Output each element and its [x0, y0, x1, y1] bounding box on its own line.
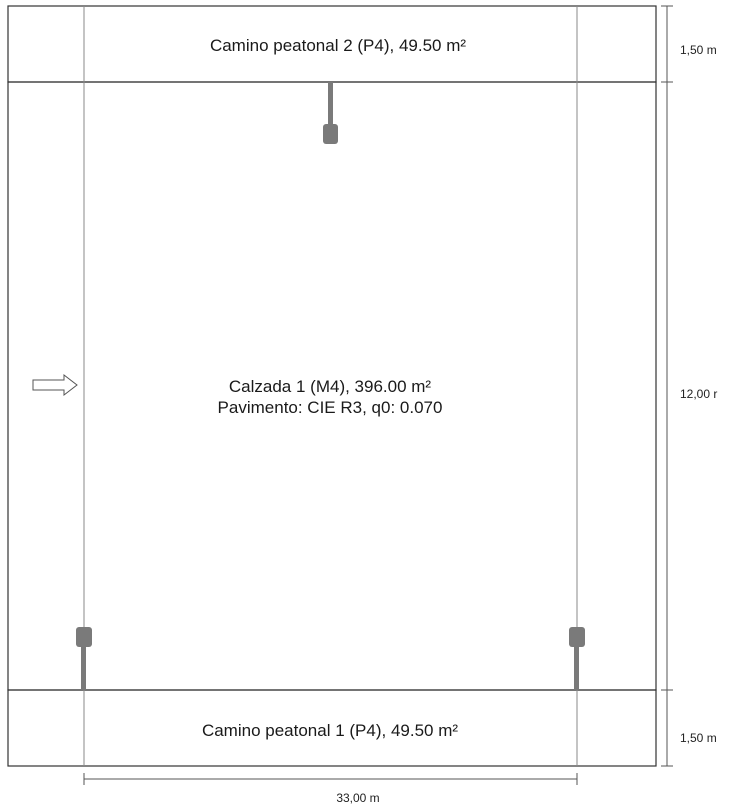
horizontal-dimension — [83, 773, 578, 785]
vertical-dimension — [661, 5, 673, 767]
direction-arrow-icon — [32, 373, 78, 397]
luminaire-bottom-left — [76, 627, 92, 690]
luminaire-bottom-right — [569, 627, 585, 690]
dimension-width: 33,00 m — [336, 791, 379, 805]
walkway-bottom-label: Camino peatonal 1 (P4), 49.50 m² — [202, 721, 458, 740]
walkway-bottom-area — [7, 689, 657, 767]
dimension-top-height: 1,50 m — [680, 43, 717, 57]
roadway-label-line2: Pavimento: CIE R3, q0: 0.070 — [218, 398, 443, 417]
dimension-middle-height: 12,00 r — [680, 387, 717, 401]
roadway-label-line1: Calzada 1 (M4), 396.00 m² — [229, 377, 432, 396]
luminaire-top — [323, 82, 338, 144]
dimension-bottom-height: 1,50 m — [680, 731, 717, 745]
walkway-top-label: Camino peatonal 2 (P4), 49.50 m² — [210, 36, 466, 55]
